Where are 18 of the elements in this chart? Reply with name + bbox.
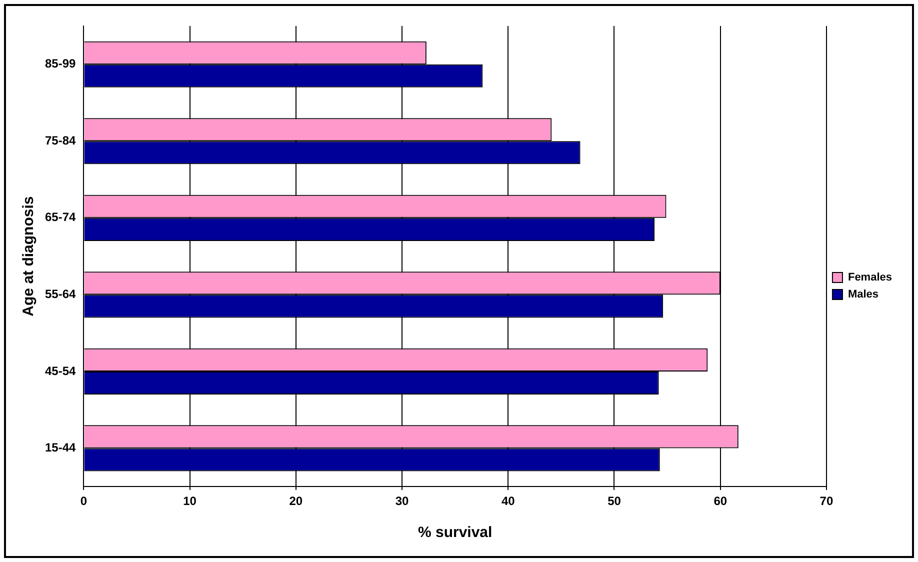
x-tick-label: 70	[820, 494, 834, 508]
legend-label: Females	[848, 272, 892, 284]
x-tick-label: 50	[608, 494, 622, 508]
x-tick-label: 10	[183, 494, 197, 508]
y-tick-label: 85-99	[44, 56, 76, 71]
x-tick-label: 40	[501, 494, 516, 508]
y-tick-label: 45-54	[44, 364, 76, 378]
x-tick-label: 60	[714, 494, 728, 508]
y-tick-label: 75-84	[44, 133, 76, 148]
y-tick-label: 15-44	[44, 440, 76, 455]
x-axis-title: % survival	[418, 524, 492, 542]
y-tick-label: 65-74	[44, 210, 76, 224]
x-tick-label: 30	[395, 494, 410, 508]
x-tick-label: 20	[289, 494, 303, 508]
y-axis-title: Age at diagnosis	[20, 196, 38, 316]
legend-label: Males	[848, 288, 879, 301]
x-tick-label: 0	[80, 494, 88, 508]
y-tick-label: 55-64	[44, 286, 76, 301]
